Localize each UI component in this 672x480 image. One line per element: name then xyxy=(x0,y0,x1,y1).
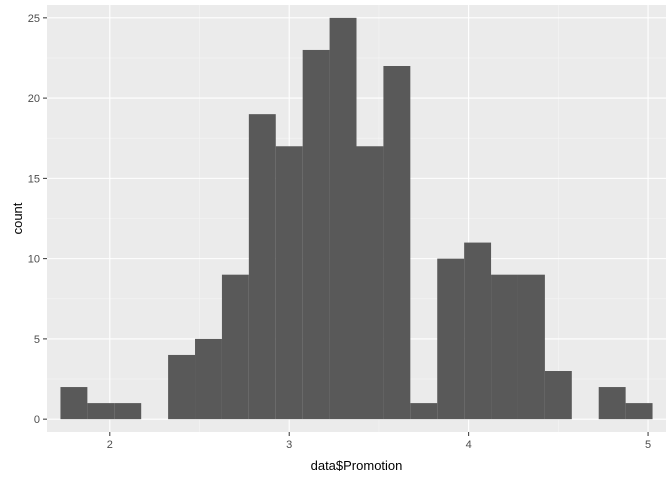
y-tick-label: 5 xyxy=(34,334,40,346)
y-tick-label: 0 xyxy=(34,414,40,426)
histogram-bar xyxy=(437,258,465,420)
histogram-bar xyxy=(383,66,411,420)
x-tick-label: 4 xyxy=(466,439,472,451)
x-tick-label: 5 xyxy=(645,439,651,451)
histogram-bar xyxy=(221,274,249,420)
x-tick-label: 3 xyxy=(286,439,292,451)
y-tick-label: 15 xyxy=(28,173,40,185)
histogram-bar xyxy=(275,146,303,420)
histogram-bar xyxy=(195,338,222,420)
histogram-bar xyxy=(329,17,357,420)
histogram-bar xyxy=(168,354,196,420)
y-tick-label: 10 xyxy=(28,254,40,266)
histogram-bar xyxy=(60,387,88,420)
histogram-bar xyxy=(544,371,572,420)
y-tick-label: 25 xyxy=(28,13,40,25)
histogram-bar xyxy=(302,49,330,420)
histogram-bar xyxy=(87,403,115,420)
histogram-bar xyxy=(410,403,438,420)
x-tick-label: 2 xyxy=(107,439,113,451)
histogram-bar xyxy=(464,242,492,420)
histogram-bar xyxy=(248,114,276,420)
histogram-bar xyxy=(517,274,545,420)
bars xyxy=(60,17,653,420)
x-axis-title: data$Promotion xyxy=(311,458,403,473)
histogram-bar xyxy=(491,274,518,420)
histogram-bar xyxy=(114,403,142,420)
y-tick-label: 20 xyxy=(28,93,40,105)
y-axis-title: count xyxy=(10,202,25,234)
histogram-bar xyxy=(625,403,653,420)
histogram-bar xyxy=(598,387,626,420)
y-axis: 0 5 10 15 20 25 xyxy=(28,13,47,426)
x-axis: 2 3 4 5 xyxy=(107,432,651,451)
histogram-bar xyxy=(356,146,384,420)
